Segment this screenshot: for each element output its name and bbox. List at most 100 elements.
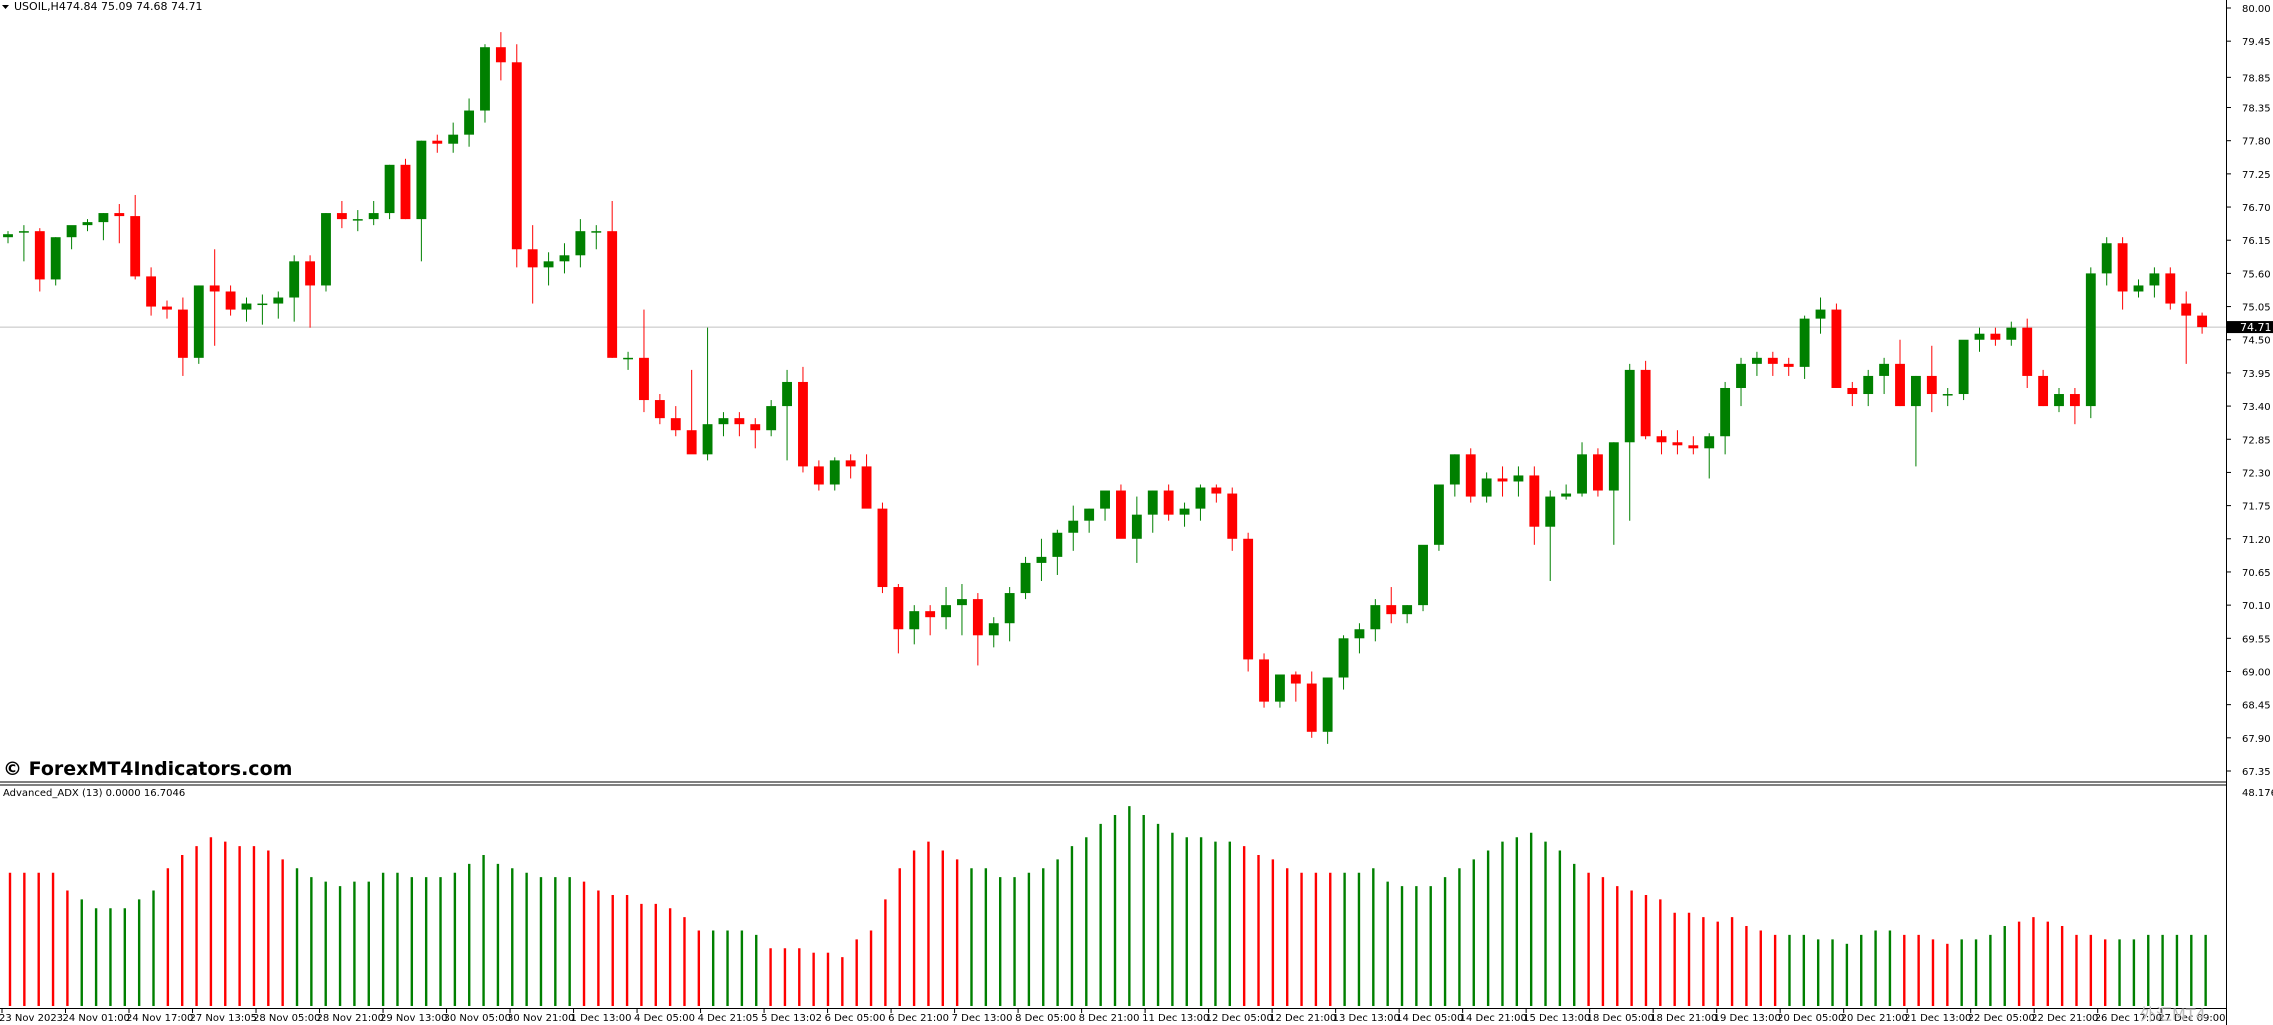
candle[interactable] (1036, 538, 1047, 582)
candle[interactable] (1497, 466, 1508, 497)
candle[interactable] (257, 294, 268, 325)
candle[interactable] (877, 502, 888, 594)
candle[interactable] (1100, 490, 1110, 521)
candle[interactable] (2022, 318, 2033, 388)
candle[interactable] (1926, 345, 1937, 413)
candle[interactable] (495, 32, 506, 81)
candle[interactable] (1052, 529, 1063, 575)
candle[interactable] (1434, 484, 1444, 551)
candle[interactable] (1465, 448, 1476, 503)
candle[interactable] (639, 309, 649, 413)
candle[interactable] (1863, 369, 1874, 407)
candle[interactable] (1131, 496, 1142, 563)
candle[interactable] (1879, 357, 1890, 395)
candle[interactable] (718, 412, 729, 437)
candle[interactable] (559, 243, 570, 274)
candle[interactable] (1767, 351, 1778, 376)
candle[interactable] (1290, 671, 1301, 702)
candle[interactable] (2054, 387, 2064, 413)
candle[interactable] (1402, 605, 1413, 624)
candle[interactable] (177, 297, 188, 376)
candle[interactable] (1815, 297, 1826, 334)
candle[interactable] (114, 204, 125, 244)
candle[interactable] (1338, 635, 1349, 690)
candle[interactable] (2101, 237, 2112, 286)
candle[interactable] (1608, 442, 1619, 545)
candle[interactable] (1942, 387, 1953, 407)
candle[interactable] (2085, 267, 2096, 419)
candle[interactable] (1545, 490, 1556, 582)
candle[interactable] (66, 225, 77, 250)
candle[interactable] (1179, 502, 1190, 527)
candle[interactable] (384, 164, 395, 220)
candle[interactable] (2006, 321, 2017, 346)
candle[interactable] (18, 225, 29, 262)
candle[interactable] (861, 454, 872, 509)
candle[interactable] (2165, 267, 2176, 310)
candle[interactable] (1068, 505, 1079, 551)
candle[interactable] (1656, 430, 1667, 455)
candle[interactable] (750, 418, 761, 449)
candle[interactable] (1529, 466, 1540, 545)
candle[interactable] (416, 140, 427, 262)
candle[interactable] (1306, 671, 1317, 738)
candle[interactable] (273, 291, 284, 319)
candle[interactable] (1513, 466, 1524, 497)
chevron-down-icon[interactable] (2, 5, 9, 9)
candle[interactable] (1386, 587, 1397, 624)
candle[interactable] (1163, 484, 1174, 521)
candle[interactable] (941, 587, 951, 630)
candle[interactable] (1418, 544, 1428, 612)
candle[interactable] (2133, 279, 2144, 298)
candle[interactable] (893, 584, 904, 654)
candle[interactable] (1227, 487, 1238, 551)
candle[interactable] (464, 98, 475, 147)
candle[interactable] (1736, 357, 1746, 407)
candle[interactable] (1322, 677, 1333, 744)
candle[interactable] (527, 225, 538, 304)
candle[interactable] (1116, 484, 1126, 539)
candle[interactable] (289, 255, 300, 322)
candle[interactable] (1259, 653, 1269, 708)
candle[interactable] (702, 327, 713, 461)
candle[interactable] (193, 285, 204, 364)
candle[interactable] (1799, 315, 1810, 379)
candle[interactable] (798, 366, 808, 473)
candle[interactable] (543, 252, 554, 286)
candle[interactable] (2117, 237, 2128, 310)
candle[interactable] (305, 255, 316, 328)
candle[interactable] (2069, 387, 2080, 425)
candle[interactable] (162, 300, 172, 319)
candle[interactable] (925, 605, 936, 636)
candle[interactable] (1783, 357, 1794, 376)
candle[interactable] (1847, 381, 1858, 407)
candle[interactable] (1592, 448, 1603, 497)
candle[interactable] (782, 369, 792, 461)
candle[interactable] (1640, 360, 1651, 440)
candle[interactable] (1195, 484, 1206, 521)
candle[interactable] (734, 412, 745, 437)
candle[interactable] (1449, 454, 1460, 497)
candle[interactable] (448, 122, 459, 153)
candle[interactable] (1831, 303, 1842, 388)
candle[interactable] (1370, 599, 1381, 642)
candle[interactable] (511, 44, 522, 268)
candle[interactable] (146, 267, 157, 316)
candle[interactable] (654, 394, 665, 425)
candle[interactable] (225, 285, 236, 316)
candle[interactable] (368, 201, 379, 226)
candle[interactable] (575, 219, 586, 268)
candle[interactable] (1020, 556, 1031, 600)
candle[interactable] (1895, 339, 1905, 407)
candle[interactable] (50, 237, 61, 286)
candle[interactable] (336, 201, 347, 229)
candle[interactable] (432, 134, 443, 153)
candle[interactable] (400, 158, 411, 220)
candle[interactable] (845, 454, 856, 479)
candle[interactable] (670, 406, 681, 437)
candle[interactable] (766, 400, 777, 437)
candle[interactable] (98, 213, 109, 241)
candle[interactable] (686, 369, 697, 455)
candle[interactable] (829, 457, 840, 491)
